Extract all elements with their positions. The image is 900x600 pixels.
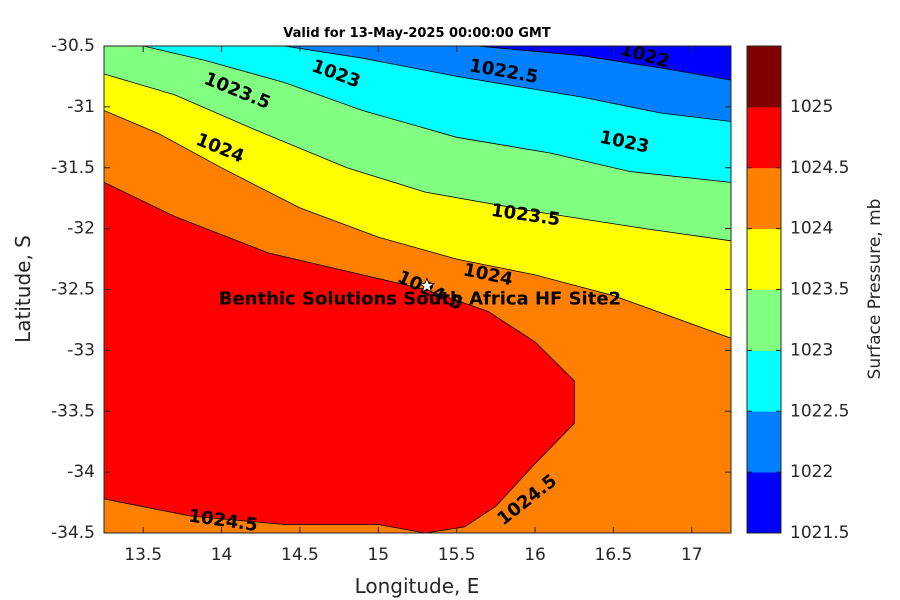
colorbar-tick-label: 1024 [790,219,833,239]
x-tick-label: 14 [211,545,233,565]
y-tick-label: -30.5 [51,36,95,56]
x-tick-label: 14.5 [281,545,319,565]
y-tick-label: -32 [67,219,95,239]
x-tick-label: 13.5 [124,545,162,565]
colorbar-swatch [747,472,781,534]
colorbar-swatch [747,46,781,108]
site-star-icon [418,277,436,293]
colorbar-tick-label: 1023 [790,340,833,360]
band-1024.5-1025 [104,182,575,533]
contour-line-1022 [477,46,731,81]
x-tick-label: 17 [681,545,703,565]
colorbar-label: Surface Pressure, mb [865,199,885,380]
y-tick-label: -33.5 [51,401,95,421]
x-tick-label: 16 [524,545,546,565]
colorbar-swatch [747,289,781,351]
colorbar-tick-label: 1022.5 [790,401,849,421]
colorbar-tick-label: 1023.5 [790,280,849,300]
contour-line-1022.5 [284,46,731,122]
y-tick-label: -34 [67,462,95,482]
y-tick-label: -31 [67,97,95,117]
contour-line-1024.5 [104,182,575,533]
colorbar-swatch [747,411,781,473]
contour-line-1024 [104,110,731,339]
colorbar-tick-label: 1021.5 [790,523,849,543]
site-label: Benthic Solutions South Africa HF Site2 [219,288,621,309]
colorbar: 1021.5 1022 1022.5 1023 1023.5 1024 1024.5 1025 [746,45,849,543]
contour-lines [104,46,731,533]
y-tick-label: -33 [67,340,95,360]
y-axis-ticks: -30.5 -31 -31.5 -32 -32.5 -33 -33.5 -34 -34.5 [51,36,731,543]
colorbar-swatch [747,228,781,290]
x-axis-ticks: 13.5 14 14.5 15 15.5 16 16.5 17 [124,46,703,565]
colorbar-tick-label: 1024.5 [790,158,849,178]
x-tick-label: 16.5 [595,545,633,565]
y-tick-label: -34.5 [51,523,95,543]
y-tick-label: -31.5 [51,158,95,178]
colorbar-swatch [747,167,781,230]
band-1021.5-1022 [477,46,731,81]
colorbar-tick-label: 1025 [790,97,833,117]
colorbar-tick-label: 1022 [790,462,833,482]
site-marker-group: Benthic Solutions South Africa HF Site2 [219,277,621,309]
x-axis-label: Longitude, E [355,574,480,598]
y-axis-label: Latitude, S [11,235,35,343]
contour-line-1023 [143,46,731,183]
colorbar-swatch [747,350,781,412]
chart-title: Valid for 13-May-2025 00:00:00 GMT [283,26,551,41]
x-tick-label: 15.5 [438,545,476,565]
contour-line-1024.5 [104,498,426,533]
x-tick-label: 15 [367,545,389,565]
contour-line-1023.5 [104,73,731,242]
pressure-fill-regions [104,46,731,533]
y-tick-label: -32.5 [51,280,95,300]
colorbar-swatch [747,106,781,169]
